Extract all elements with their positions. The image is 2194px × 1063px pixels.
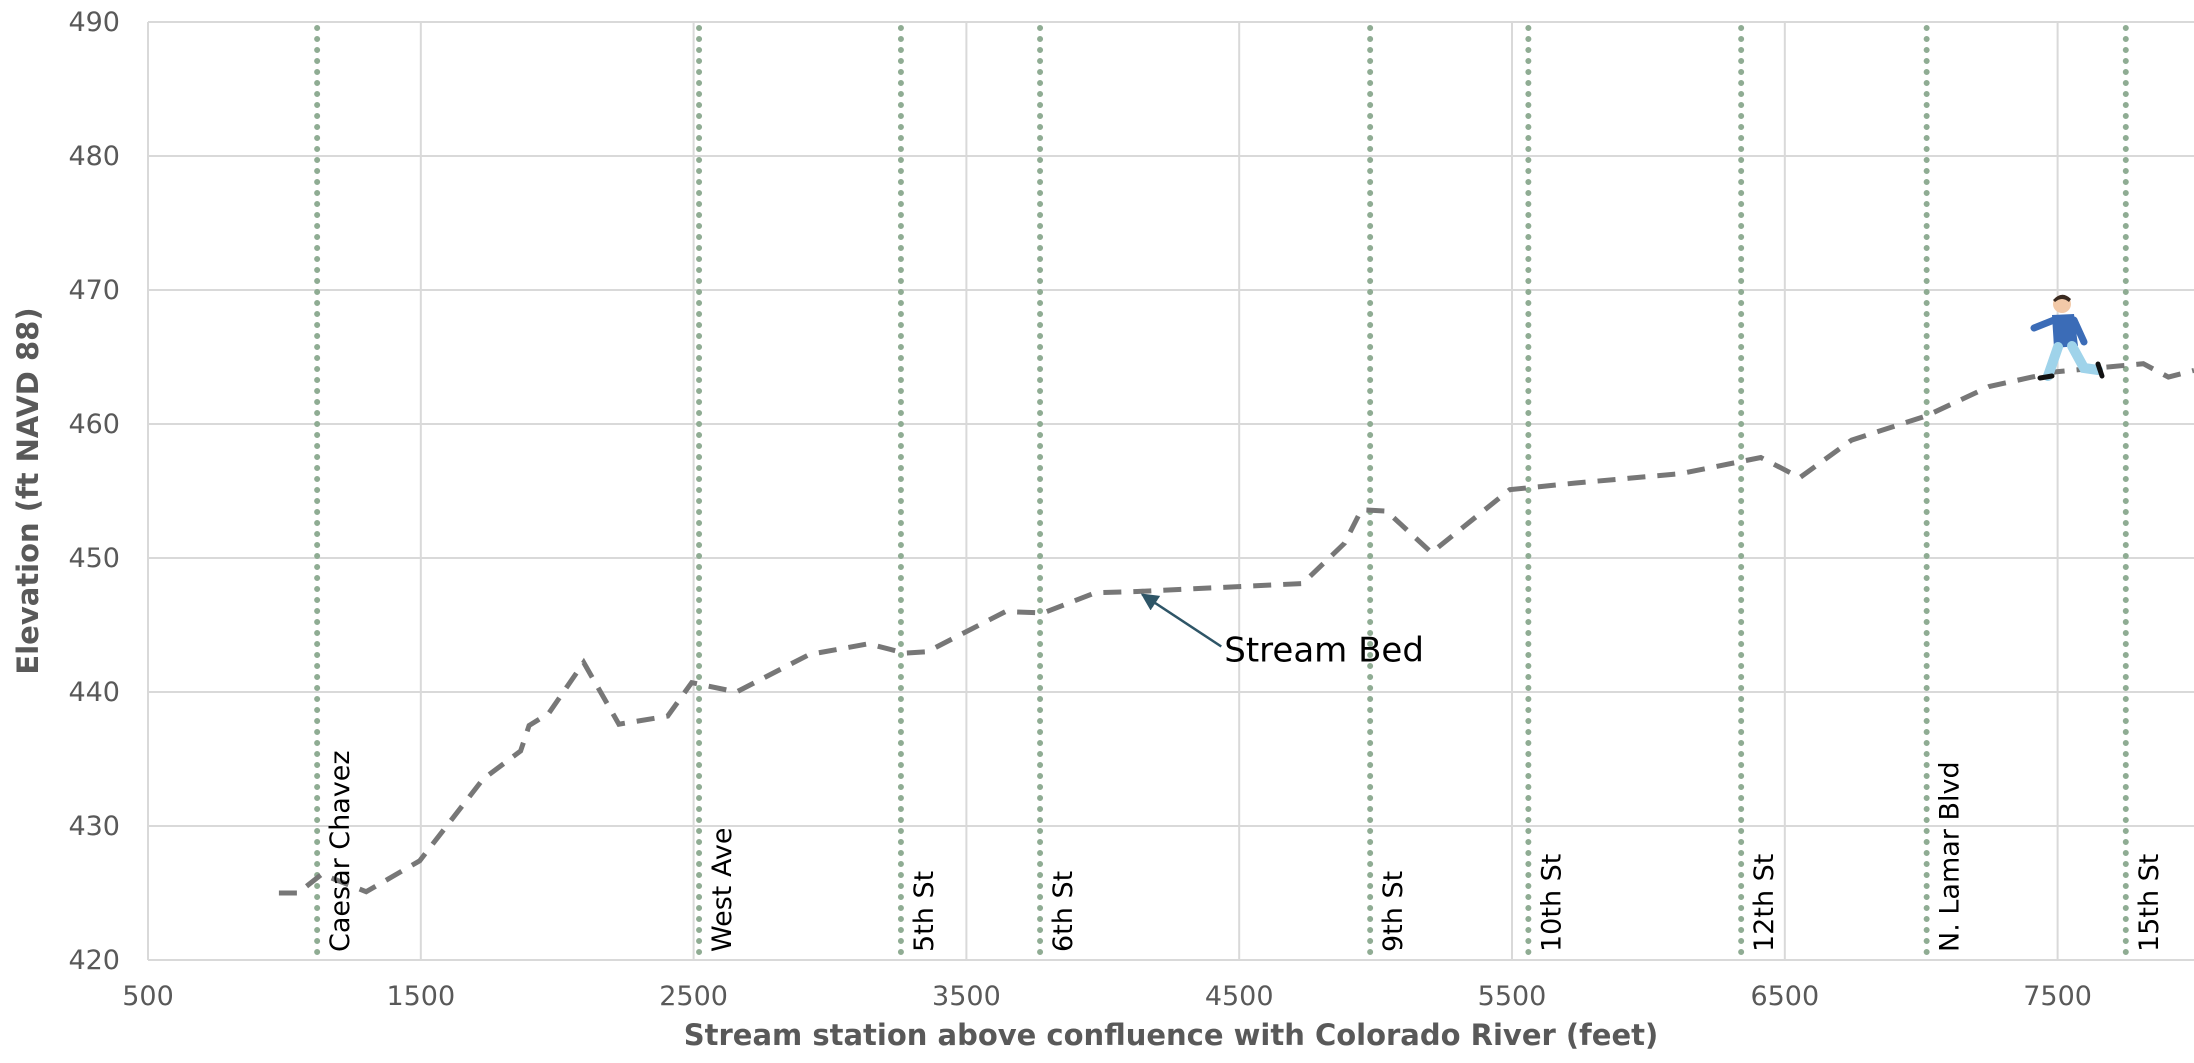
labels: 420 430 440 450 460 470 480 490 500 1500 2500 3500 4… <box>68 7 2164 1012</box>
x-tick-label: 1500 <box>386 981 455 1012</box>
x-tick-label: 3500 <box>932 981 1001 1012</box>
y-tick-label: 420 <box>68 945 120 976</box>
annotation-text: Stream Bed <box>1224 631 1424 671</box>
x-tick-label: 7500 <box>2023 981 2092 1012</box>
x-tick-label: 2500 <box>659 981 728 1012</box>
x-tick-label: 5500 <box>1478 981 1547 1012</box>
y-tick-label: 440 <box>68 677 120 708</box>
street-label: 10th St <box>1536 854 1567 952</box>
stream-bed-line <box>279 364 2194 893</box>
street-label: Caesar Chavez <box>325 750 356 952</box>
y-tick-label: 430 <box>68 811 120 842</box>
x-axis-title: Stream station above confluence with Col… <box>684 1018 1658 1052</box>
street-label: West Ave <box>707 828 738 952</box>
street-label: N. Lamar Blvd <box>1935 761 1966 952</box>
x-tick-label: 4500 <box>1205 981 1274 1012</box>
y-tick-label: 460 <box>68 409 120 440</box>
street-markers <box>317 28 2126 960</box>
street-label: 5th St <box>909 871 940 952</box>
y-tick-label: 470 <box>68 275 120 306</box>
y-tick-label: 450 <box>68 543 120 574</box>
annotation-arrow <box>1142 595 1221 647</box>
series <box>279 364 2194 893</box>
walker-icon <box>2034 295 2102 378</box>
street-label: 9th St <box>1378 871 1409 952</box>
street-label: 6th St <box>1048 871 1079 952</box>
street-label: 12th St <box>1749 854 1780 952</box>
chart: 420 430 440 450 460 470 480 490 500 1500 2500 3500 4… <box>0 0 2194 1063</box>
y-tick-label: 490 <box>68 7 120 38</box>
x-tick-label: 6500 <box>1750 981 1819 1012</box>
y-axis-title: Elevation (ft NAVD 88) <box>11 307 45 674</box>
x-tick-label: 500 <box>122 981 174 1012</box>
y-tick-label: 480 <box>68 141 120 172</box>
street-label: 15th St <box>2134 854 2165 952</box>
